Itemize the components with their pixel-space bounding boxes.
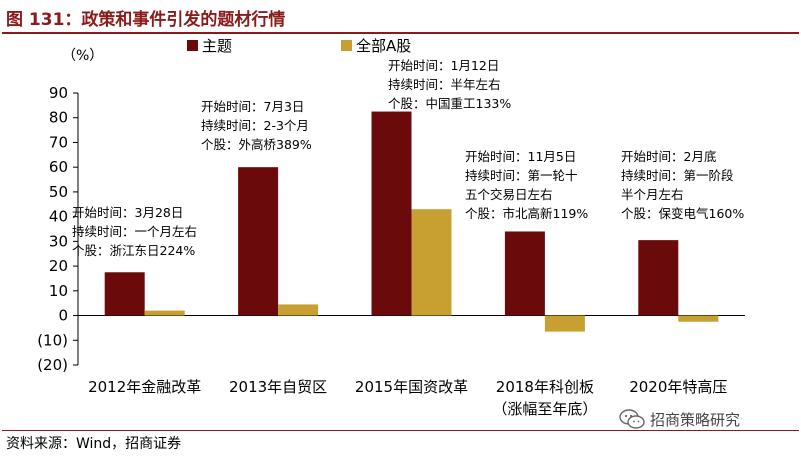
annotation-line: 持续时间：第一阶段 bbox=[621, 168, 734, 183]
y-tick-label: 20 bbox=[49, 257, 68, 275]
y-tick-label: 30 bbox=[49, 232, 68, 250]
y-tick-label: 50 bbox=[49, 183, 68, 201]
bar-a-share bbox=[145, 311, 185, 316]
y-tick-label: 10 bbox=[49, 282, 68, 300]
y-tick-label: (10) bbox=[37, 331, 68, 349]
watermark-text: 招商策略研究 bbox=[650, 409, 740, 430]
annotation-line: 持续时间：第一轮十 bbox=[465, 168, 578, 183]
y-tick-label: 90 bbox=[49, 84, 68, 102]
annotation-line: 个股：保变电气160% bbox=[621, 206, 744, 221]
bar-a-share bbox=[412, 209, 452, 315]
x-category-label: 2012年金融改革 bbox=[88, 378, 201, 396]
bar-theme bbox=[238, 167, 278, 315]
x-category-label: 2013年自贸区 bbox=[229, 378, 327, 396]
bar-theme bbox=[638, 240, 678, 315]
annotation-line: 开始时间：3月28日 bbox=[72, 205, 183, 220]
x-category-label: 2020年特高压 bbox=[629, 378, 727, 396]
bar-a-share bbox=[278, 304, 318, 315]
annotation-line: 开始时间：11月5日 bbox=[465, 149, 576, 164]
x-category-label: （涨幅至年底） bbox=[492, 400, 597, 418]
bar-a-share bbox=[545, 316, 585, 332]
source-note: 资料来源：Wind，招商证券 bbox=[6, 433, 181, 453]
annotation-line: 开始时间：7月3日 bbox=[201, 99, 304, 114]
legend-a-share-swatch bbox=[341, 40, 352, 51]
watermark: 招商策略研究 bbox=[618, 408, 740, 430]
wechat-icon bbox=[618, 408, 646, 430]
annotation-line: 持续时间：2-3个月 bbox=[201, 118, 309, 133]
bar-chart: （%） 90 80 70 60 50 40 30 20 10 0 (10) (20) 2012年金融改革 2… bbox=[0, 0, 801, 459]
y-tick-label: 80 bbox=[49, 109, 68, 127]
annotation-line: 半个月左右 bbox=[621, 187, 684, 202]
annotation-line: 个股：外高桥389% bbox=[201, 137, 312, 152]
annotation-line: 开始时间：1月12日 bbox=[388, 58, 499, 73]
annotation-line: 持续时间：半年左右 bbox=[388, 77, 501, 92]
annotation-line: 个股：中国重工133% bbox=[388, 96, 511, 111]
annotation-line: 持续时间：一个月左右 bbox=[72, 224, 197, 239]
y-tick-label: (20) bbox=[37, 356, 68, 374]
bar-theme bbox=[505, 231, 545, 315]
y-unit-label: （%） bbox=[62, 48, 103, 64]
bar-theme bbox=[372, 112, 412, 316]
footer-rule bbox=[2, 430, 799, 431]
x-category-label: 2015年国资改革 bbox=[355, 378, 468, 396]
annotation-line: 个股：市北高新119% bbox=[465, 206, 588, 221]
annotation-line: 个股：浙江东日224% bbox=[72, 243, 195, 258]
legend-theme-swatch bbox=[187, 40, 198, 51]
y-tick-label: 40 bbox=[49, 208, 68, 226]
y-tick-label: 70 bbox=[49, 133, 68, 151]
y-tick-label: 60 bbox=[49, 158, 68, 176]
annotation-line: 五个交易日左右 bbox=[465, 187, 553, 202]
legend-theme-label: 主题 bbox=[202, 37, 232, 55]
annotation-line: 开始时间：2月底 bbox=[621, 149, 716, 164]
bar-a-share bbox=[678, 316, 718, 322]
bar-theme bbox=[105, 272, 145, 315]
y-tick-label: 0 bbox=[58, 307, 68, 325]
x-category-label: 2018年科创板 bbox=[496, 378, 594, 396]
legend-a-share-label: 全部A股 bbox=[356, 37, 411, 55]
